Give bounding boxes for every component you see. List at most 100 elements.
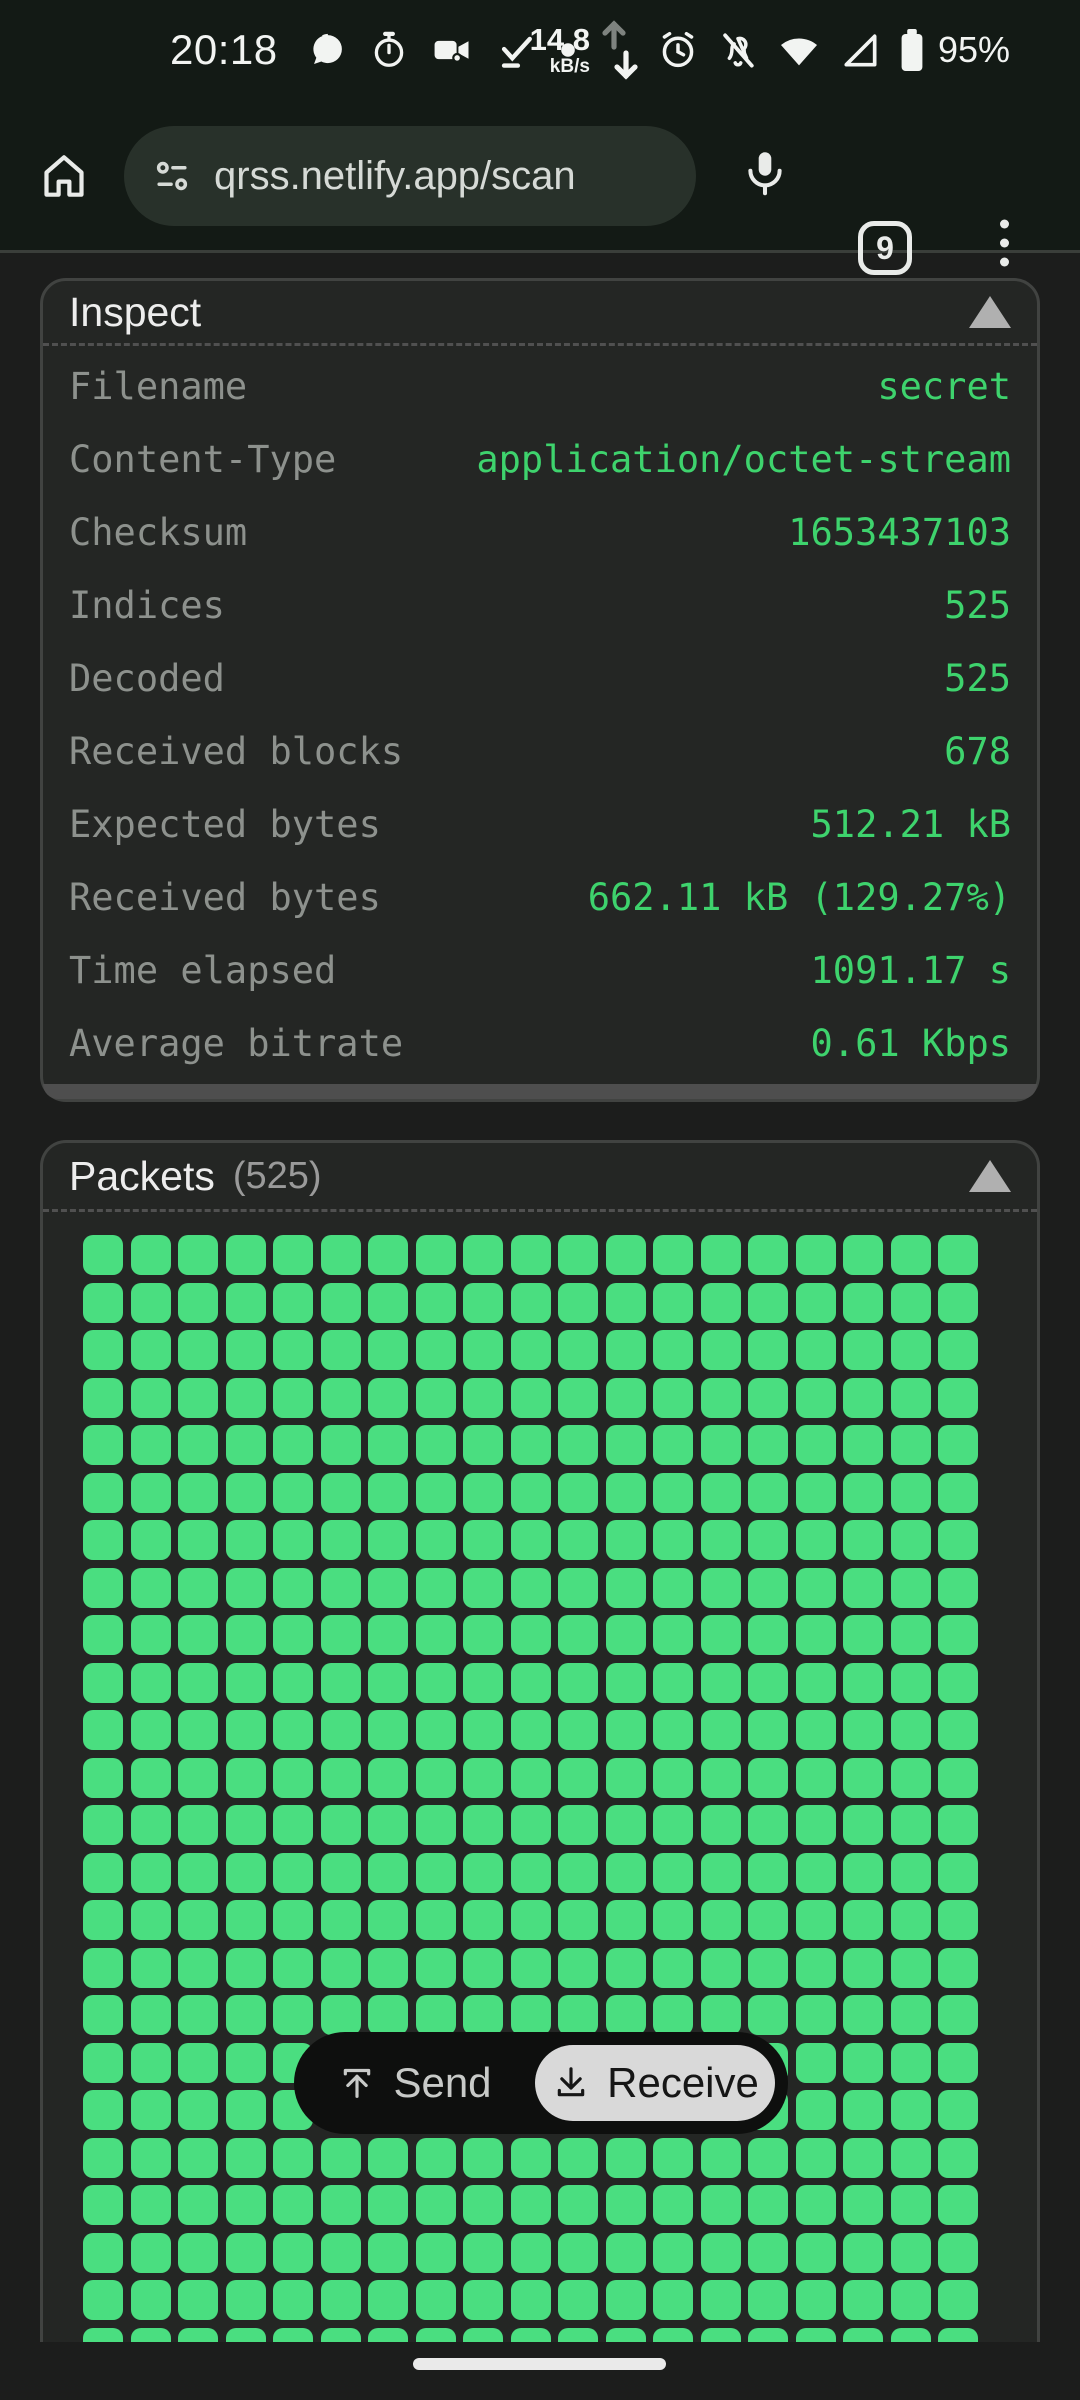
packet-cell[interactable] bbox=[130, 1377, 171, 1418]
packet-cell[interactable] bbox=[653, 1947, 693, 1988]
packet-cell[interactable] bbox=[938, 2185, 978, 2225]
packet-cell[interactable] bbox=[795, 1472, 836, 1513]
packet-cell[interactable] bbox=[605, 1472, 646, 1513]
packet-cell[interactable] bbox=[463, 1852, 503, 1893]
packet-cell[interactable] bbox=[83, 1615, 123, 1655]
packet-cell[interactable] bbox=[605, 1710, 646, 1750]
packet-cell[interactable] bbox=[178, 2280, 218, 2320]
packet-cell[interactable] bbox=[320, 2232, 361, 2273]
packet-cell[interactable] bbox=[130, 1282, 171, 1323]
packet-cell[interactable] bbox=[605, 1330, 646, 1370]
packet-cell[interactable] bbox=[83, 1947, 123, 1988]
packet-cell[interactable] bbox=[558, 1900, 598, 1940]
packet-cell[interactable] bbox=[83, 2137, 123, 2178]
packet-cell[interactable] bbox=[653, 1520, 693, 1560]
packet-cell[interactable] bbox=[130, 1852, 171, 1893]
packet-cell[interactable] bbox=[463, 1995, 503, 2035]
packet-cell[interactable] bbox=[368, 1710, 408, 1750]
packet-cell[interactable] bbox=[605, 1520, 646, 1560]
packet-cell[interactable] bbox=[795, 2280, 836, 2320]
packet-cell[interactable] bbox=[83, 2185, 123, 2225]
packet-cell[interactable] bbox=[653, 1995, 693, 2035]
packet-cell[interactable] bbox=[938, 1520, 978, 1560]
packet-cell[interactable] bbox=[748, 2185, 788, 2225]
packet-cell[interactable] bbox=[320, 1472, 361, 1513]
packet-cell[interactable] bbox=[320, 1852, 361, 1893]
packet-cell[interactable] bbox=[748, 1282, 788, 1323]
packet-cell[interactable] bbox=[558, 1520, 598, 1560]
packet-cell[interactable] bbox=[273, 2280, 313, 2320]
packet-cell[interactable] bbox=[510, 1235, 551, 1275]
packet-cell[interactable] bbox=[938, 1567, 978, 1608]
packet-cell[interactable] bbox=[890, 1567, 931, 1608]
packet-cell[interactable] bbox=[510, 1662, 551, 1703]
home-button[interactable] bbox=[36, 148, 92, 204]
packet-cell[interactable] bbox=[558, 1377, 598, 1418]
packet-cell[interactable] bbox=[795, 1282, 836, 1323]
packet-cell[interactable] bbox=[558, 2137, 598, 2178]
packet-cell[interactable] bbox=[225, 1900, 266, 1940]
packet-cell[interactable] bbox=[748, 2327, 788, 2342]
packet-cell[interactable] bbox=[795, 2042, 836, 2083]
packet-cell[interactable] bbox=[938, 1282, 978, 1323]
packet-cell[interactable] bbox=[510, 2232, 551, 2273]
packet-cell[interactable] bbox=[843, 1805, 883, 1845]
packet-cell[interactable] bbox=[368, 1995, 408, 2035]
packet-cell[interactable] bbox=[225, 1710, 266, 1750]
packet-cell[interactable] bbox=[130, 1615, 171, 1655]
packet-cell[interactable] bbox=[843, 1947, 883, 1988]
packet-cell[interactable] bbox=[415, 1710, 456, 1750]
packet-cell[interactable] bbox=[178, 1710, 218, 1750]
packet-cell[interactable] bbox=[225, 1282, 266, 1323]
packet-cell[interactable] bbox=[938, 1757, 978, 1798]
packet-cell[interactable] bbox=[843, 1282, 883, 1323]
packet-cell[interactable] bbox=[653, 1757, 693, 1798]
tab-switcher-button[interactable]: 9 bbox=[858, 221, 912, 275]
packet-cell[interactable] bbox=[225, 1947, 266, 1988]
url-text[interactable]: qrss.netlify.app/scan bbox=[214, 153, 576, 198]
packet-cell[interactable] bbox=[700, 1995, 741, 2035]
packet-cell[interactable] bbox=[795, 1425, 836, 1465]
packet-cell[interactable] bbox=[510, 1472, 551, 1513]
packet-cell[interactable] bbox=[463, 1520, 503, 1560]
packet-cell[interactable] bbox=[938, 2232, 978, 2273]
packet-cell[interactable] bbox=[415, 1947, 456, 1988]
packet-cell[interactable] bbox=[558, 1662, 598, 1703]
packet-cell[interactable] bbox=[843, 1377, 883, 1418]
packet-cell[interactable] bbox=[748, 1567, 788, 1608]
packet-cell[interactable] bbox=[273, 1615, 313, 1655]
packet-cell[interactable] bbox=[225, 1757, 266, 1798]
packet-cell[interactable] bbox=[83, 1852, 123, 1893]
inspect-scrollbar[interactable] bbox=[43, 1084, 1037, 1099]
packet-cell[interactable] bbox=[843, 2327, 883, 2342]
packet-cell[interactable] bbox=[130, 1995, 171, 2035]
packet-cell[interactable] bbox=[273, 1567, 313, 1608]
packet-cell[interactable] bbox=[178, 2090, 218, 2130]
packet-cell[interactable] bbox=[320, 2137, 361, 2178]
packet-cell[interactable] bbox=[225, 1805, 266, 1845]
packet-cell[interactable] bbox=[748, 1852, 788, 1893]
packet-cell[interactable] bbox=[890, 1852, 931, 1893]
packet-cell[interactable] bbox=[225, 2185, 266, 2225]
packet-cell[interactable] bbox=[320, 1520, 361, 1560]
packet-cell[interactable] bbox=[225, 2137, 266, 2178]
packet-cell[interactable] bbox=[605, 1662, 646, 1703]
packet-cell[interactable] bbox=[368, 1615, 408, 1655]
packet-cell[interactable] bbox=[558, 1425, 598, 1465]
packet-cell[interactable] bbox=[320, 1425, 361, 1465]
packet-cell[interactable] bbox=[83, 1662, 123, 1703]
packet-cell[interactable] bbox=[130, 2137, 171, 2178]
packet-cell[interactable] bbox=[700, 1425, 741, 1465]
packet-cell[interactable] bbox=[320, 2185, 361, 2225]
packet-cell[interactable] bbox=[225, 2327, 266, 2342]
packet-cell[interactable] bbox=[700, 1662, 741, 1703]
packet-cell[interactable] bbox=[890, 1235, 931, 1275]
packet-cell[interactable] bbox=[653, 1852, 693, 1893]
packet-cell[interactable] bbox=[130, 1805, 171, 1845]
packet-cell[interactable] bbox=[653, 2327, 693, 2342]
packet-cell[interactable] bbox=[510, 1947, 551, 1988]
packet-cell[interactable] bbox=[320, 1900, 361, 1940]
packet-cell[interactable] bbox=[700, 1520, 741, 1560]
packet-cell[interactable] bbox=[83, 1757, 123, 1798]
packet-cell[interactable] bbox=[605, 1235, 646, 1275]
